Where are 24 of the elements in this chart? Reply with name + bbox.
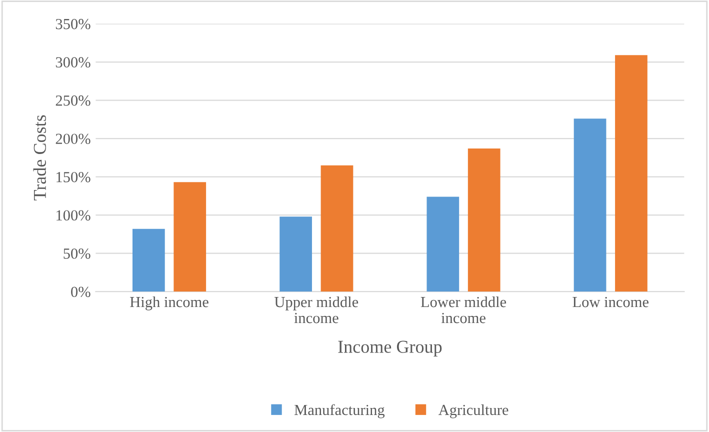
bar <box>615 55 648 292</box>
bar <box>320 165 354 292</box>
x-tick-label: High income <box>130 296 208 310</box>
legend-label: Agriculture <box>438 404 508 418</box>
bar <box>426 196 460 292</box>
y-axis-title: Trade Costs <box>33 115 46 200</box>
bar <box>574 118 606 292</box>
y-tick-label: 0% <box>71 286 90 298</box>
y-tick-label: 250% <box>56 95 90 106</box>
x-axis-title: Income Group <box>338 340 442 357</box>
bar <box>280 216 312 292</box>
y-tick-label: 50% <box>64 248 90 259</box>
x-tick-label: Low income <box>572 296 648 308</box>
bar <box>174 182 206 292</box>
bar <box>132 228 165 292</box>
x-tick-label: Upper middle income <box>274 296 358 324</box>
legend-label: Manufacturing <box>294 404 385 418</box>
bar <box>468 148 500 292</box>
y-tick-label: 200% <box>56 134 90 144</box>
x-tick-label: Lower middle income <box>420 296 506 324</box>
y-tick-label: 150% <box>56 172 90 182</box>
y-tick-label: 300% <box>56 57 90 68</box>
y-tick-label: 100% <box>56 210 90 221</box>
y-tick-label: 350% <box>56 18 90 30</box>
